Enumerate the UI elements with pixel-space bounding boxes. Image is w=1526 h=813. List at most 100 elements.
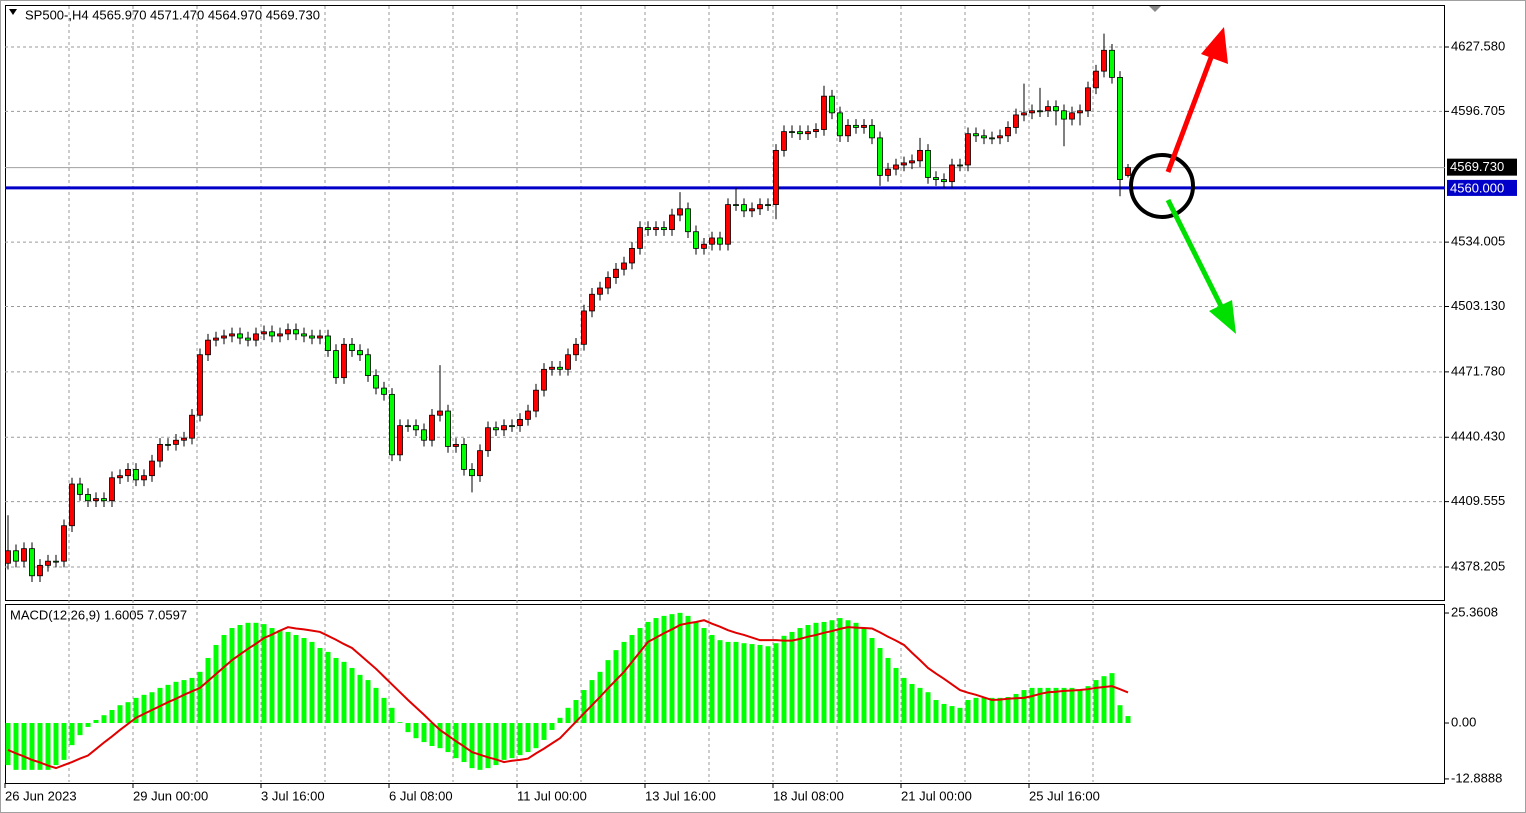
y-tick-label: 4627.580	[1451, 38, 1505, 53]
candle-body	[413, 425, 419, 431]
candle-body	[1005, 127, 1011, 137]
candle-body	[1093, 70, 1099, 89]
macd-bar	[173, 681, 179, 724]
candle-body	[197, 354, 203, 416]
candle-body	[445, 410, 451, 447]
candle-body	[109, 477, 115, 502]
macd-bar	[853, 622, 859, 724]
macd-bar	[405, 723, 411, 733]
candle-body	[221, 335, 227, 339]
macd-bar	[653, 618, 659, 724]
macd-bar	[261, 624, 267, 724]
candle-body	[37, 564, 43, 577]
candle-body	[501, 425, 507, 431]
macd-bar	[1109, 673, 1115, 724]
macd-bar	[389, 707, 395, 724]
level-label: 4560.000	[1450, 180, 1504, 195]
candle-body	[685, 208, 691, 233]
candle-body	[925, 149, 931, 178]
candle-body	[341, 343, 347, 379]
candle-body	[189, 414, 195, 439]
candle-body	[1069, 112, 1075, 120]
macd-bar	[53, 723, 59, 766]
macd-bar	[181, 680, 187, 724]
candle-body	[981, 135, 987, 139]
macd-bar	[13, 723, 19, 770]
candle-body	[349, 343, 355, 351]
macd-bar	[69, 723, 75, 746]
x-tick-label: 6 Jul 08:00	[389, 788, 453, 803]
macd-bar	[637, 628, 643, 724]
macd-bar	[365, 680, 371, 724]
macd-bar	[677, 612, 683, 724]
macd-bar	[141, 694, 147, 724]
candle-body	[533, 389, 539, 412]
macd-bar	[477, 723, 483, 770]
macd-bar	[237, 624, 243, 724]
macd-bar	[397, 722, 403, 724]
macd-bar	[309, 641, 315, 724]
candle-body	[829, 95, 835, 114]
candle-body	[597, 287, 603, 295]
macd-bar	[109, 710, 115, 724]
candle-body	[61, 525, 67, 562]
candle-body	[797, 131, 803, 135]
macd-bar	[973, 697, 979, 724]
macd-bar	[269, 628, 275, 724]
macd-bar	[421, 723, 427, 743]
candle-body	[997, 135, 1003, 139]
macd-bar	[341, 661, 347, 724]
candle-body	[909, 160, 915, 164]
macd-bar	[989, 697, 995, 724]
macd-bar	[285, 631, 291, 724]
macd-bar	[381, 697, 387, 724]
candle-body	[613, 268, 619, 278]
down-arrow-head	[1209, 300, 1236, 334]
candle-body	[653, 227, 659, 231]
candle-body	[141, 475, 147, 481]
candle-body	[85, 494, 91, 502]
x-tick-label: 13 Jul 16:00	[645, 788, 716, 803]
candle-body	[253, 333, 259, 341]
candle-body	[517, 418, 523, 427]
macd-bar	[525, 723, 531, 753]
macd-bar	[749, 644, 755, 724]
candle-body	[525, 410, 531, 420]
candle-body	[21, 548, 27, 562]
macd-bar	[893, 667, 899, 724]
macd-bar	[29, 723, 35, 770]
macd-bar	[829, 620, 835, 724]
macd-title: MACD(12,26,9) 1.6005 7.0597	[10, 607, 187, 622]
candle-body	[165, 444, 171, 446]
macd-bar	[1053, 687, 1059, 724]
candle-body	[733, 204, 739, 206]
candle-body	[469, 469, 475, 477]
macd-bar	[765, 646, 771, 724]
macd-bar	[557, 717, 563, 724]
macd-bar	[229, 628, 235, 724]
price-title: SP500-,H4 4565.970 4571.470 4564.970 456…	[25, 7, 320, 22]
level-box	[1447, 179, 1517, 196]
macd-bar	[845, 620, 851, 724]
macd-bar	[101, 715, 107, 724]
macd-bar	[797, 628, 803, 724]
macd-bar	[933, 700, 939, 724]
candle-body	[725, 204, 731, 245]
macd-bar	[1093, 680, 1099, 724]
macd-bar	[717, 640, 723, 724]
candle-body	[237, 333, 243, 339]
macd-bar	[1085, 686, 1091, 724]
candle-body	[1117, 76, 1123, 180]
macd-bar	[1045, 687, 1051, 724]
candle-body	[1029, 110, 1035, 114]
macd-bar	[733, 641, 739, 724]
macd-bar	[1029, 687, 1035, 724]
macd-bar	[885, 657, 891, 724]
macd-bar	[469, 723, 475, 769]
macd-bar	[709, 634, 715, 724]
candle-body	[957, 164, 963, 167]
macd-bar	[957, 707, 963, 724]
macd-bar	[325, 651, 331, 724]
candle-body	[301, 333, 307, 337]
candle-body	[573, 343, 579, 356]
